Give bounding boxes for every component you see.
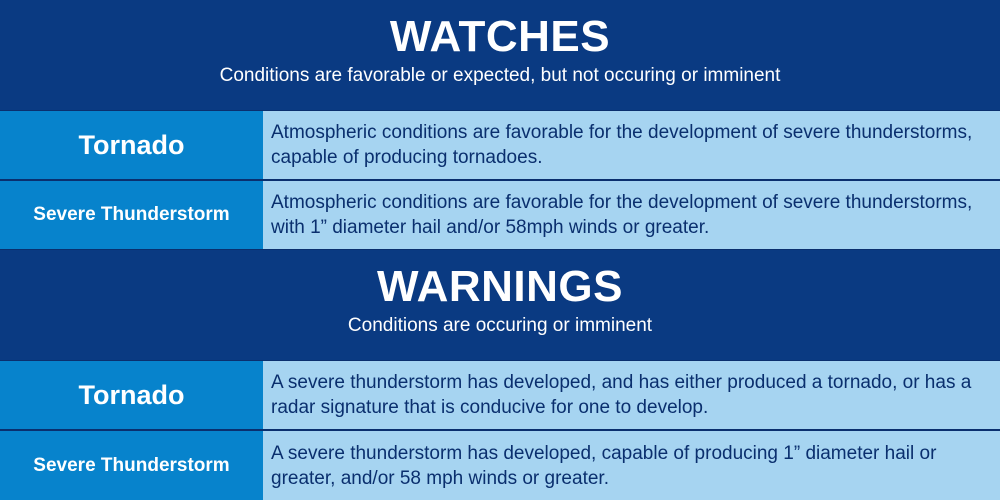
warning-row-tornado: Tornado A severe thunderstorm has develo…	[0, 361, 1000, 429]
watches-subtitle: Conditions are favorable or expected, bu…	[219, 65, 781, 86]
warning-tornado-label: Tornado	[0, 361, 263, 429]
warning-row-severe-thunderstorm: Severe Thunderstorm A severe thunderstor…	[0, 431, 1000, 500]
warning-severe-thunderstorm-label: Severe Thunderstorm	[0, 431, 263, 500]
watch-severe-thunderstorm-label: Severe Thunderstorm	[0, 181, 263, 249]
watches-title: WATCHES	[389, 12, 611, 61]
watch-tornado-label: Tornado	[0, 111, 263, 179]
watch-severe-thunderstorm-description: Atmospheric conditions are favorable for…	[263, 181, 1000, 249]
watch-tornado-description: Atmospheric conditions are favorable for…	[263, 111, 1000, 179]
warnings-header: WARNINGS Conditions are occuring or immi…	[0, 250, 1000, 360]
watch-row-severe-thunderstorm: Severe Thunderstorm Atmospheric conditio…	[0, 181, 1000, 249]
warnings-title: WARNINGS	[377, 262, 623, 311]
warning-tornado-description: A severe thunderstorm has developed, and…	[263, 361, 1000, 429]
watches-header: WATCHES Conditions are favorable or expe…	[0, 0, 1000, 110]
watch-row-tornado: Tornado Atmospheric conditions are favor…	[0, 111, 1000, 179]
warnings-subtitle: Conditions are occuring or imminent	[347, 315, 653, 336]
warning-severe-thunderstorm-description: A severe thunderstorm has developed, cap…	[263, 431, 1000, 500]
